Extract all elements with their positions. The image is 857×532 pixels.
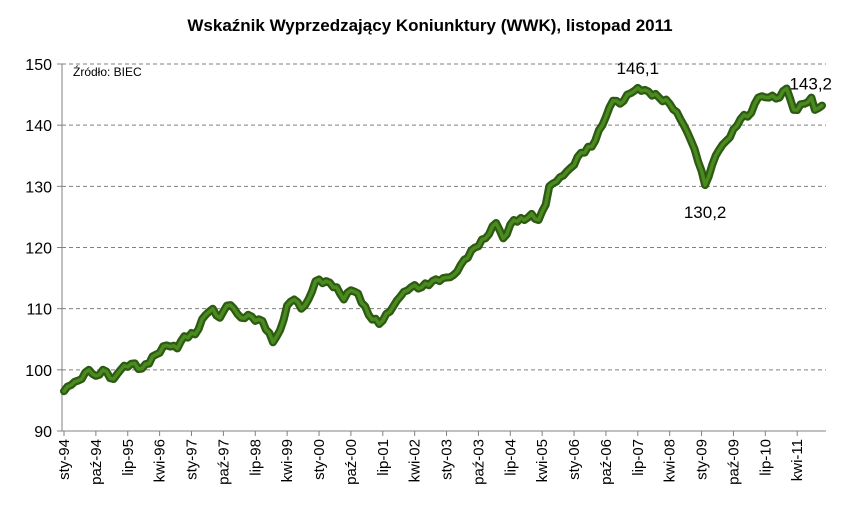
y-tick-label: 100 [25,363,52,380]
x-tick-label: sty-06 [566,439,583,480]
x-axis: sty-94 paź-94 lip-95 kwi-96 sty-97 paź-97 lip-… [56,430,826,485]
x-tick-label: kwi-96 [152,439,169,482]
x-tick-label: paź-06 [598,439,615,485]
gridlines [62,63,826,371]
x-tick-label: lip-95 [120,439,137,476]
x-tick-label: lip-04 [502,439,519,476]
annotations: 146,1 130,2 143,2 [617,59,832,222]
data-label: 143,2 [789,75,832,94]
x-tick-label: kwi-11 [789,439,806,481]
x-tick-label: sty-03 [439,439,456,480]
y-tick-label: 150 [25,57,52,74]
x-tick-label: lip-98 [247,439,264,476]
y-tick-label: 120 [25,241,52,258]
x-tick-label: kwi-05 [534,439,551,482]
x-tick-label: kwi-02 [407,439,424,482]
x-tick-label: paź-03 [470,439,487,485]
x-tick-label: lip-01 [375,439,392,476]
series-line [62,86,824,393]
x-tick-label: sty-09 [694,439,711,480]
y-tick-label: 90 [34,424,52,441]
x-tick-label: sty-94 [56,439,73,480]
data-label: 130,2 [684,203,727,222]
x-tick-label: paź-09 [725,439,742,485]
x-tick-label: paź-97 [215,439,232,485]
x-tick-label: paź-94 [88,439,105,485]
x-tick-label: paź-00 [343,439,360,485]
series-wwk [60,83,826,396]
y-tick-label: 140 [25,118,52,135]
x-tick-label: kwi-99 [279,439,296,482]
x-tick-label: sty-97 [184,439,201,480]
chart-title: Wskaźnik Wyprzedzający Koniunktury (WWK)… [187,16,672,35]
x-tick-label: lip-07 [630,439,647,476]
source-note: Źródło: BIEC [73,64,142,79]
x-tick-label: lip-10 [757,439,774,476]
y-tick-label: 130 [25,179,52,196]
x-tick-label: sty-00 [311,439,328,480]
y-axis: 90 100 110 120 130 140 150 [25,57,63,441]
y-tick-label: 110 [26,302,52,319]
x-tick-label: kwi-08 [662,439,679,482]
data-label: 146,1 [617,59,660,78]
